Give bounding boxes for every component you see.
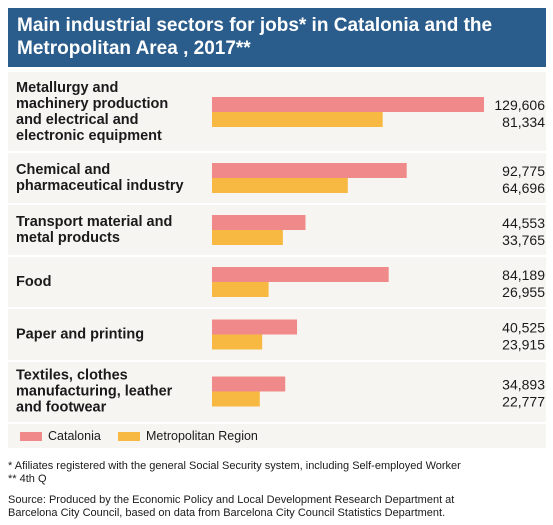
bar-catalonia: [212, 215, 306, 230]
category-label: Paper and printing: [16, 327, 144, 343]
legend-label-catalonia: Catalonia: [48, 429, 101, 443]
legend-label-metropolitan: Metropolitan Region: [146, 429, 258, 443]
bar-metropolitan: [212, 391, 260, 407]
bar-chart: Metallurgy and machinery production and el…: [8, 80, 546, 416]
bar-metropolitan: [212, 230, 283, 245]
value-label-catalonia: 44,553: [502, 215, 545, 231]
bar-catalonia: [212, 97, 484, 112]
chart-header: Main industrial sectors for jobs* in Cat…: [8, 8, 546, 67]
value-label-catalonia: 129,606: [494, 97, 545, 113]
category-label: Food: [16, 274, 51, 290]
bar-catalonia: [212, 267, 389, 282]
legend: Catalonia Metropolitan Region: [8, 424, 546, 448]
category-label: Chemical and pharmaceutical industry: [16, 162, 184, 194]
chart-title: Main industrial sectors for jobs* in Cat…: [17, 15, 493, 59]
value-label-catalonia: 92,775: [502, 163, 545, 179]
footnote-quarter: ** 4th Q: [8, 473, 47, 485]
legend-item-metropolitan: Metropolitan Region: [118, 429, 258, 443]
legend-item-catalonia: Catalonia: [20, 429, 101, 443]
bar-metropolitan: [212, 112, 383, 127]
bar-metropolitan: [212, 178, 348, 193]
value-label-catalonia: 34,893: [502, 377, 545, 393]
value-label-metropolitan: 33,765: [502, 232, 545, 248]
value-label-catalonia: 40,525: [502, 320, 545, 336]
legend-swatch-catalonia: [20, 431, 42, 441]
bar-catalonia: [212, 319, 298, 335]
source-line-2: Barcelona City Council, based on data fr…: [8, 507, 446, 519]
legend-swatch-metropolitan: [118, 431, 140, 441]
source-line-1: Source: Produced by the Economic Policy …: [8, 494, 455, 506]
value-label-metropolitan: 22,777: [502, 394, 545, 410]
value-label-metropolitan: 23,915: [502, 337, 545, 353]
bar-metropolitan: [212, 334, 263, 350]
chart-panel: Metallurgy and machinery production and el…: [8, 72, 546, 422]
value-label-metropolitan: 64,696: [502, 180, 545, 196]
bar-catalonia: [212, 163, 407, 178]
category-label: Textiles, clothes manufacturing, leather a…: [16, 368, 173, 416]
bar-metropolitan: [212, 282, 269, 297]
category-label: Metallurgy and machinery production and el…: [16, 80, 168, 144]
value-label-catalonia: 84,189: [502, 267, 545, 283]
bar-catalonia: [212, 376, 286, 392]
value-label-metropolitan: 81,334: [502, 114, 545, 130]
value-label-metropolitan: 26,955: [502, 284, 545, 300]
category-label: Transport material and metal products: [16, 214, 172, 246]
footnote-affiliates: * Afiliates registered with the general …: [8, 460, 461, 472]
